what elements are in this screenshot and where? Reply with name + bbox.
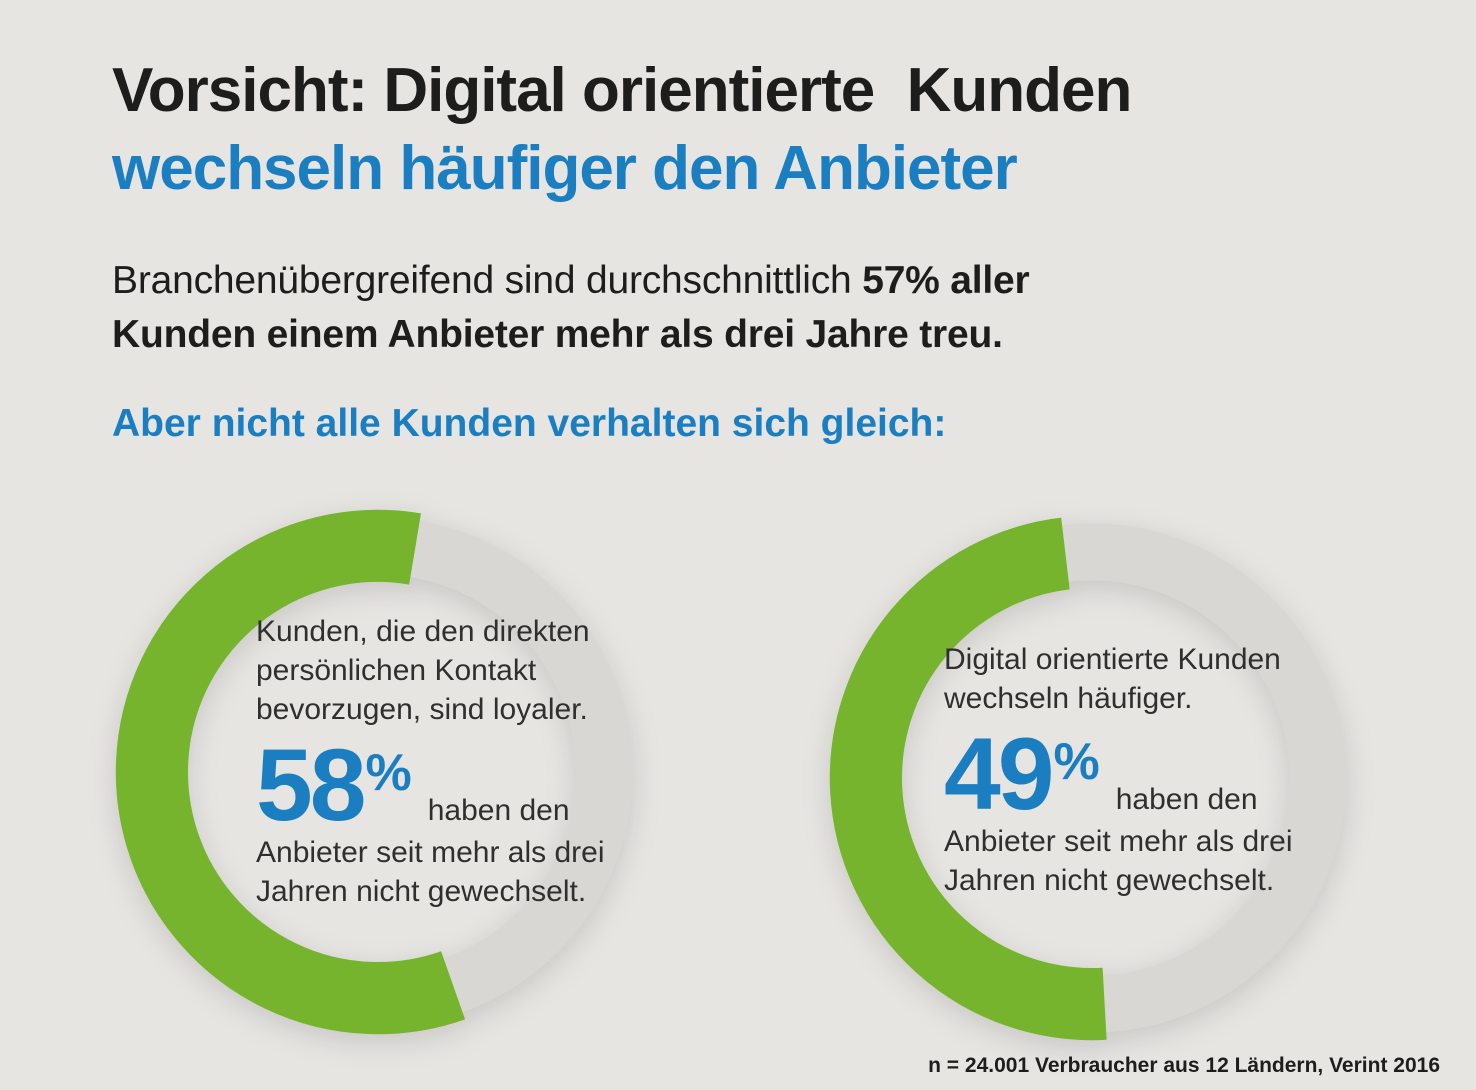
header: Vorsicht: Digital orientierte Kunden wec…: [112, 52, 1412, 448]
donut-stat: 58%haben den Anbieter seit mehr als drei…: [256, 734, 654, 911]
donut-caption: Digital orientierte Kunden wechseln häuf…: [944, 643, 1281, 715]
stat-description: haben den Anbieter seit mehr als drei Ja…: [256, 794, 605, 908]
section-subheading: Aber nicht alle Kunden verhalten sich gl…: [112, 402, 947, 445]
stat-percent-sign: %: [1053, 733, 1100, 791]
stat-number: 58: [256, 728, 366, 842]
donut-value-arc: [829, 515, 1355, 1041]
stat-percent-sign: %: [365, 744, 412, 802]
intro-text-bold-2: Kunden einem Anbieter mehr als drei Jahr…: [112, 313, 1003, 356]
footnote-source: n = 24.001 Verbraucher aus 12 Ländern, V…: [928, 1054, 1440, 1077]
intro-text-regular: Branchenübergreifend sind durchschnittli…: [112, 259, 852, 302]
donut-caption: Kunden, die den direkten persönlichen Ko…: [256, 615, 590, 726]
title-line-2: wechseln häufiger den Anbieter: [112, 134, 1018, 203]
stat-value: 49%: [944, 717, 1100, 831]
stat-number: 49: [944, 717, 1054, 831]
donut-value-arc: [115, 509, 641, 1035]
page-title: Vorsicht: Digital orientierte Kunden wec…: [112, 52, 1412, 208]
donut-stat-block-right: Digital orientierte Kunden wechseln häuf…: [944, 640, 1348, 900]
title-line-1: Vorsicht: Digital orientierte Kunden: [112, 56, 1132, 125]
intro-paragraph: Branchenübergreifend sind durchschnittli…: [112, 254, 1412, 362]
donut-chart-personal-contact: [115, 509, 641, 1035]
intro-text-bold-1: 57% aller: [862, 259, 1030, 302]
donut-chart-digital-customers: [829, 515, 1355, 1041]
stat-value: 58%: [256, 728, 412, 842]
stat-description: haben den Anbieter seit mehr als drei Ja…: [944, 783, 1293, 897]
donut-stat: 49%haben den Anbieter seit mehr als drei…: [944, 723, 1348, 900]
donut-stat-block-left: Kunden, die den direkten persönlichen Ko…: [256, 612, 654, 911]
